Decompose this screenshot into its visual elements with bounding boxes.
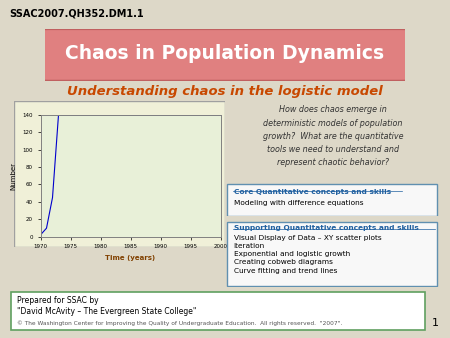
Text: 1: 1 [432,318,439,328]
FancyBboxPatch shape [227,222,436,286]
Text: Modeling with difference equations: Modeling with difference equations [234,200,363,207]
FancyBboxPatch shape [11,292,424,331]
X-axis label: Time (years): Time (years) [105,255,156,261]
Text: How does chaos emerge in
deterministic models of population
growth?  What are th: How does chaos emerge in deterministic m… [263,105,403,167]
Text: Core Quantitative concepts and skills: Core Quantitative concepts and skills [234,189,391,195]
Y-axis label: Number: Number [11,162,17,190]
Text: © The Washington Center for Improving the Quality of Undergraduate Education.  A: © The Washington Center for Improving th… [18,321,343,326]
Text: Understanding chaos in the logistic model: Understanding chaos in the logistic mode… [67,85,383,98]
Text: Prepared for SSAC by: Prepared for SSAC by [18,295,99,305]
FancyBboxPatch shape [227,184,436,216]
FancyBboxPatch shape [14,101,225,247]
FancyBboxPatch shape [31,29,419,81]
Text: Visual Display of Data – XY scatter plots
Iteration
Exponential and logistic gro: Visual Display of Data – XY scatter plot… [234,235,381,273]
Text: "David McAvity – The Evergreen State College": "David McAvity – The Evergreen State Col… [18,307,197,316]
Text: Supporting Quantitative concepts and skills: Supporting Quantitative concepts and ski… [234,225,418,231]
Text: Chaos in Population Dynamics: Chaos in Population Dynamics [65,44,385,64]
Text: SSAC2007.QH352.DM1.1: SSAC2007.QH352.DM1.1 [9,8,144,18]
